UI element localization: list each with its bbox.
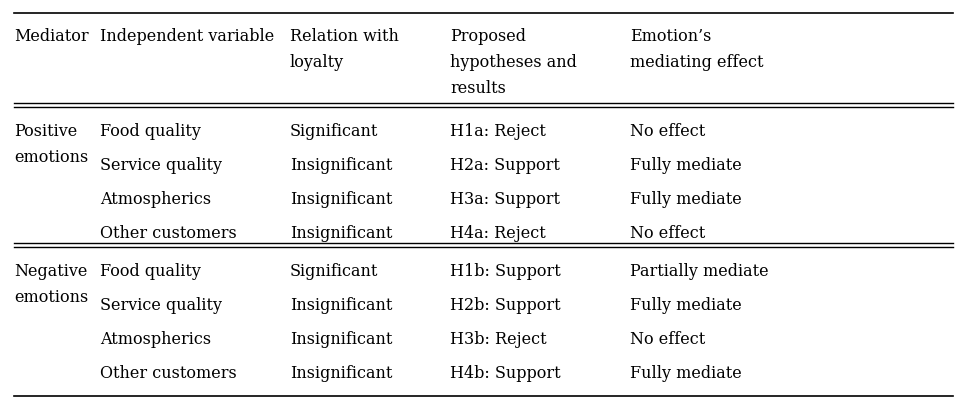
Text: Insignificant: Insignificant: [290, 157, 393, 174]
Text: Significant: Significant: [290, 123, 378, 140]
Text: No effect: No effect: [630, 331, 705, 348]
Text: Insignificant: Insignificant: [290, 365, 393, 382]
Text: Insignificant: Insignificant: [290, 191, 393, 208]
Text: Food quality: Food quality: [100, 263, 201, 280]
Text: Food quality: Food quality: [100, 123, 201, 140]
Text: Positive
emotions: Positive emotions: [14, 123, 88, 166]
Text: Negative
emotions: Negative emotions: [14, 263, 88, 306]
Text: Relation with
loyalty: Relation with loyalty: [290, 28, 398, 71]
Text: Partially mediate: Partially mediate: [630, 263, 769, 280]
Text: Proposed
hypotheses and
results: Proposed hypotheses and results: [450, 28, 577, 97]
Text: Fully mediate: Fully mediate: [630, 157, 742, 174]
Text: Atmospherics: Atmospherics: [100, 191, 211, 208]
Text: H1b: Support: H1b: Support: [450, 263, 561, 280]
Text: Atmospherics: Atmospherics: [100, 331, 211, 348]
Text: H3b: Reject: H3b: Reject: [450, 331, 546, 348]
Text: Fully mediate: Fully mediate: [630, 191, 742, 208]
Text: No effect: No effect: [630, 123, 705, 140]
Text: Insignificant: Insignificant: [290, 297, 393, 314]
Text: Independent variable: Independent variable: [100, 28, 275, 45]
Text: Service quality: Service quality: [100, 297, 222, 314]
Text: Insignificant: Insignificant: [290, 331, 393, 348]
Text: Fully mediate: Fully mediate: [630, 297, 742, 314]
Text: Mediator: Mediator: [14, 28, 89, 45]
Text: H2b: Support: H2b: Support: [450, 297, 561, 314]
Text: Fully mediate: Fully mediate: [630, 365, 742, 382]
Text: Insignificant: Insignificant: [290, 225, 393, 242]
Text: Other customers: Other customers: [100, 225, 237, 242]
Text: H4a: Reject: H4a: Reject: [450, 225, 545, 242]
Text: Service quality: Service quality: [100, 157, 222, 174]
Text: H1a: Reject: H1a: Reject: [450, 123, 546, 140]
Text: Emotion’s
mediating effect: Emotion’s mediating effect: [630, 28, 764, 71]
Text: H4b: Support: H4b: Support: [450, 365, 561, 382]
Text: Other customers: Other customers: [100, 365, 237, 382]
Text: H3a: Support: H3a: Support: [450, 191, 560, 208]
Text: Significant: Significant: [290, 263, 378, 280]
Text: H2a: Support: H2a: Support: [450, 157, 560, 174]
Text: No effect: No effect: [630, 225, 705, 242]
